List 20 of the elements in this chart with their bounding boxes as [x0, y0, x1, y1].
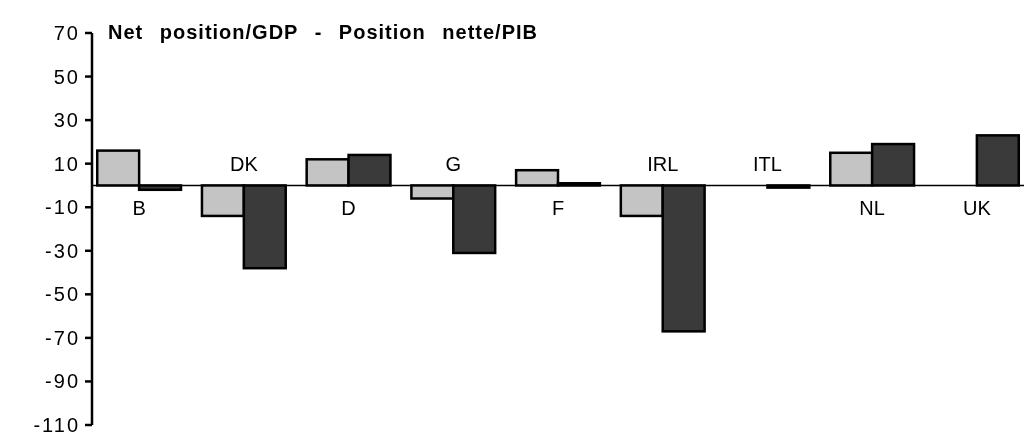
- y-tick-label: -10: [45, 196, 80, 219]
- x-tick-label: D: [341, 197, 356, 220]
- y-tick-label: 10: [53, 152, 80, 175]
- x-tick-label: B: [132, 197, 146, 220]
- x-tick-label: F: [551, 197, 565, 220]
- x-tick-label: DK: [229, 153, 259, 176]
- x-tick-label: G: [445, 153, 462, 176]
- y-tick-label: -30: [45, 239, 80, 262]
- x-tick-label: ITL: [752, 153, 782, 176]
- chart-title: Net position/GDP - Position nette/PIB: [108, 21, 538, 43]
- y-tick-label: -50: [45, 283, 80, 306]
- x-tick-label: IRL: [647, 153, 679, 176]
- y-tick-label: 30: [53, 109, 80, 132]
- x-tick-label: NL: [859, 197, 885, 220]
- x-tick-label: UK: [962, 197, 992, 220]
- y-tick-label: 50: [53, 65, 80, 88]
- y-tick-label: -90: [45, 370, 80, 393]
- y-tick-label: -110: [33, 414, 80, 436]
- y-tick-label: -70: [45, 326, 80, 349]
- y-tick-label: 70: [53, 22, 80, 44]
